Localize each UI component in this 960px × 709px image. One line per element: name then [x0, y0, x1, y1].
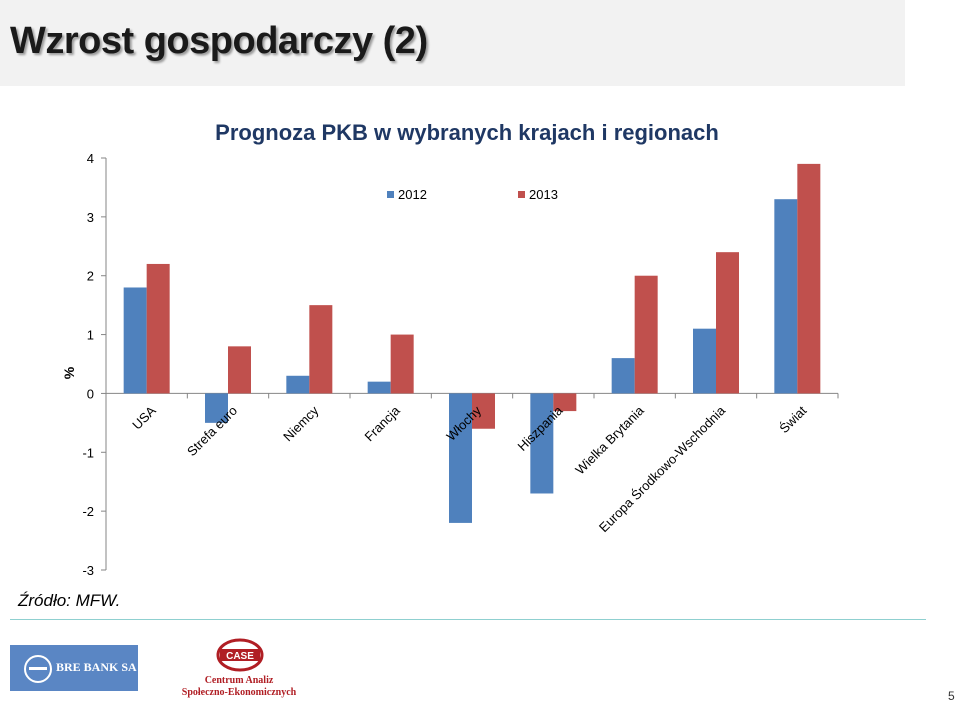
- y-tick-label: -3: [82, 563, 94, 578]
- bre-bank-logo: BRE BANK SA: [10, 645, 138, 691]
- divider-line: [10, 619, 926, 620]
- source-note: Źródło: MFW.: [18, 591, 121, 610]
- y-tick-label: -2: [82, 504, 94, 519]
- bar-2012-2: [205, 393, 228, 423]
- category-label: USA: [129, 403, 159, 433]
- category-label: Wielka Brytania: [572, 402, 647, 477]
- case-name-line2: Społeczno-Ekonomicznych: [181, 687, 297, 698]
- title-bar: Wzrost gospodarczy (2): [0, 0, 905, 86]
- bar-2013-8: [716, 252, 739, 394]
- legend-label-2013: 2013: [529, 187, 558, 202]
- bar-2013-4: [390, 334, 414, 394]
- bar-2012-9: [774, 199, 798, 394]
- legend-label-2012: 2012: [398, 187, 427, 202]
- bar-2013-5: [472, 393, 495, 429]
- category-label: Świat: [776, 403, 809, 436]
- category-label: Niemcy: [280, 403, 322, 445]
- bar-chart: Prognoza PKB w wybranych krajach i regio…: [61, 120, 839, 578]
- bar-2013-9: [797, 163, 821, 394]
- slide-title: Wzrost gospodarczy (2): [10, 20, 428, 62]
- bar-2013-6: [553, 393, 577, 412]
- case-name-line1: Centrum Analiz: [204, 675, 274, 686]
- bar-2012-4: [367, 381, 391, 394]
- bre-emblem-icon: [24, 655, 52, 683]
- y-tick-label: 1: [87, 328, 94, 343]
- bar-2012-8: [693, 328, 716, 394]
- legend-swatch-2013: [518, 191, 525, 198]
- y-tick-label: 0: [87, 386, 94, 401]
- chart-title: Prognoza PKB w wybranych krajach i regio…: [215, 120, 719, 145]
- bar-2013-2: [228, 346, 251, 394]
- bar-2013-7: [634, 275, 658, 394]
- bar-2012-5: [449, 393, 472, 523]
- case-emblem-icon: CASE: [216, 638, 264, 672]
- y-tick-label: -1: [82, 445, 94, 460]
- case-name: Centrum Analiz Społeczno-Ekonomicznych: [176, 675, 302, 699]
- y-axis-label: %: [61, 366, 77, 379]
- bre-bank-name: BRE BANK SA: [56, 660, 137, 674]
- bar-2013-3: [309, 305, 333, 394]
- legend-swatch-2012: [387, 191, 394, 198]
- case-mark-text: CASE: [226, 651, 254, 662]
- bar-2012-3: [286, 375, 310, 394]
- bar-2012-1: [123, 287, 147, 394]
- bar-2013-1: [146, 263, 170, 394]
- y-tick-label: 2: [87, 269, 94, 284]
- bar-2012-6: [530, 393, 554, 494]
- case-logo: CASE Centrum Analiz Społeczno-Ekonomiczn…: [176, 638, 306, 700]
- page-number: 5: [948, 689, 955, 703]
- category-label: Francja: [362, 402, 404, 444]
- bar-2012-7: [611, 358, 635, 394]
- y-tick-label: 3: [87, 210, 94, 225]
- y-tick-label: 4: [87, 151, 94, 166]
